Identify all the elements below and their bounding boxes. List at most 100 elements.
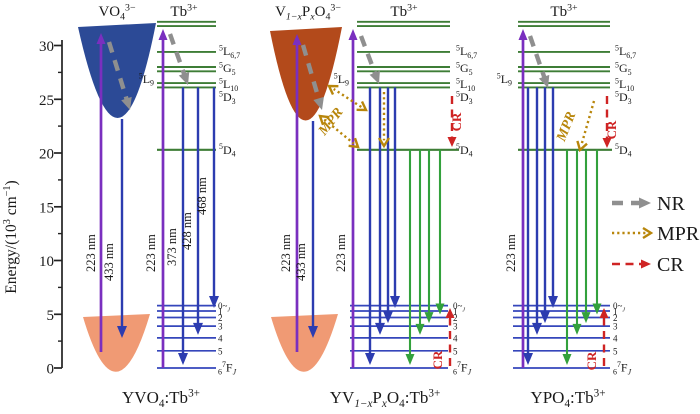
tb-title: Tb3+ <box>170 2 198 20</box>
tspan-shape: MPR <box>657 223 700 245</box>
tspan-shape: 0~ <box>218 301 228 311</box>
tspan-shape: YVO <box>122 388 159 407</box>
tspan-shape: 223 nm <box>504 234 518 272</box>
tspan-shape: 0~ <box>613 301 623 311</box>
tspan-shape: 3 <box>218 322 223 332</box>
tspan-shape: 3+ <box>407 2 418 13</box>
tspan-shape: 223 nm <box>279 234 293 272</box>
tspan-shape: 5 <box>139 71 143 80</box>
legend-label-mpr: MPR <box>657 223 700 245</box>
tspan-shape: Tb <box>170 4 187 20</box>
tspan-shape: 1 <box>218 307 223 317</box>
tspan-shape: 25 <box>39 93 54 109</box>
tspan-shape: 5 <box>453 346 458 356</box>
level-label: 5L6,7 <box>456 43 477 59</box>
f-level-label: 4 <box>218 333 223 343</box>
f-level-label: 5 <box>453 346 458 356</box>
arrowhead <box>576 140 588 153</box>
tspan-shape: CR <box>430 350 445 369</box>
tspan-shape: 9 <box>508 79 512 88</box>
tick-label: 30 <box>39 39 54 55</box>
tspan-shape: 5 <box>615 90 619 99</box>
tspan-shape: L <box>143 72 150 86</box>
tspan-shape: 5 <box>615 77 619 86</box>
tspan-shape: 4 <box>628 150 632 159</box>
tspan-shape: 10 <box>39 254 54 270</box>
arrowhead <box>178 71 190 85</box>
tspan-shape: 5 <box>456 142 460 151</box>
tspan-shape: 5 <box>232 68 236 77</box>
tspan-shape: 3 <box>469 97 473 106</box>
tb-title: Tb3+ <box>390 2 418 20</box>
arrowhead <box>572 323 582 335</box>
tspan-shape: 3+ <box>428 388 440 400</box>
arrowhead <box>193 322 203 335</box>
tspan-shape: 3+ <box>188 388 200 400</box>
annotation-text: 223 nm <box>144 234 158 272</box>
tspan-shape: Energy/(10 <box>3 224 20 294</box>
level-label: 5G5 <box>456 61 473 77</box>
level-label: 5D3 <box>456 90 473 106</box>
tspan-shape: 5 <box>615 43 619 52</box>
tspan-shape: 10 <box>467 84 475 93</box>
level-label: 5D4 <box>219 142 236 158</box>
f-level-label: 1 <box>218 307 223 317</box>
nr-arrow <box>358 35 379 77</box>
tspan-shape: 4 <box>613 333 618 343</box>
arrowhead <box>405 354 415 365</box>
level-label: 5D4 <box>615 142 632 158</box>
tspan-shape: L <box>460 44 467 58</box>
tspan-shape: 4 <box>325 12 330 23</box>
tspan-shape: CR <box>449 112 464 131</box>
tspan-shape: 5 <box>219 61 223 70</box>
tspan-shape: 6 <box>218 367 222 376</box>
tspan-shape: 4 <box>159 398 165 410</box>
tspan-shape: 5 <box>334 71 338 80</box>
nr-arrow <box>106 41 130 103</box>
tspan-shape: 5 <box>456 43 460 52</box>
tspan-shape: 6 <box>613 367 617 376</box>
tick-label: 15 <box>39 200 54 216</box>
arrowhead <box>318 114 330 126</box>
tspan-shape: 3 <box>613 322 618 332</box>
v1xpxo4-band <box>270 27 342 121</box>
tick-label: 20 <box>39 147 54 163</box>
annotation-text: CR <box>604 120 619 139</box>
f-level-label: 3 <box>613 322 618 332</box>
arrowhead <box>599 308 609 318</box>
tspan-shape: CR <box>657 254 684 276</box>
tspan-shape: 2 <box>453 313 458 323</box>
tspan-shape: 30 <box>39 39 54 55</box>
annotation-text: CR <box>430 350 445 369</box>
tspan-shape: 9 <box>345 79 349 88</box>
tspan-shape: P <box>372 388 381 407</box>
arrowhead <box>602 138 612 148</box>
arrowhead <box>292 34 302 45</box>
tspan-shape: Tb <box>390 4 407 20</box>
tspan-shape: 4 <box>564 398 570 410</box>
tspan-shape: cm <box>3 196 20 219</box>
tick-label: 25 <box>39 93 54 109</box>
arrowhead <box>117 326 127 338</box>
arrowhead <box>365 353 375 365</box>
arrowhead <box>209 296 219 309</box>
tspan-shape: ) <box>3 180 20 185</box>
f-level-label: 2 <box>453 313 458 323</box>
annotation-text: CR <box>584 351 599 370</box>
tspan-shape: F <box>461 361 468 375</box>
tspan-shape: :Tb <box>570 388 594 407</box>
f-level-label: 0~J <box>453 301 465 313</box>
f-level-label: 3 <box>453 322 458 332</box>
tspan-shape: 223 nm <box>84 234 98 272</box>
tspan-shape: L <box>223 77 230 91</box>
tspan-shape: 5 <box>469 68 473 77</box>
arrowhead <box>356 100 368 112</box>
arrowhead <box>540 311 550 324</box>
tspan-shape: D <box>223 143 232 157</box>
annotation-text: CR <box>449 112 464 131</box>
level-label: 5D4 <box>456 142 473 158</box>
level-label: 5G5 <box>219 61 236 77</box>
tspan-shape: 5 <box>47 308 55 324</box>
f-level-label: 67FJ <box>218 360 237 376</box>
tspan-shape: 223 nm <box>144 234 158 272</box>
